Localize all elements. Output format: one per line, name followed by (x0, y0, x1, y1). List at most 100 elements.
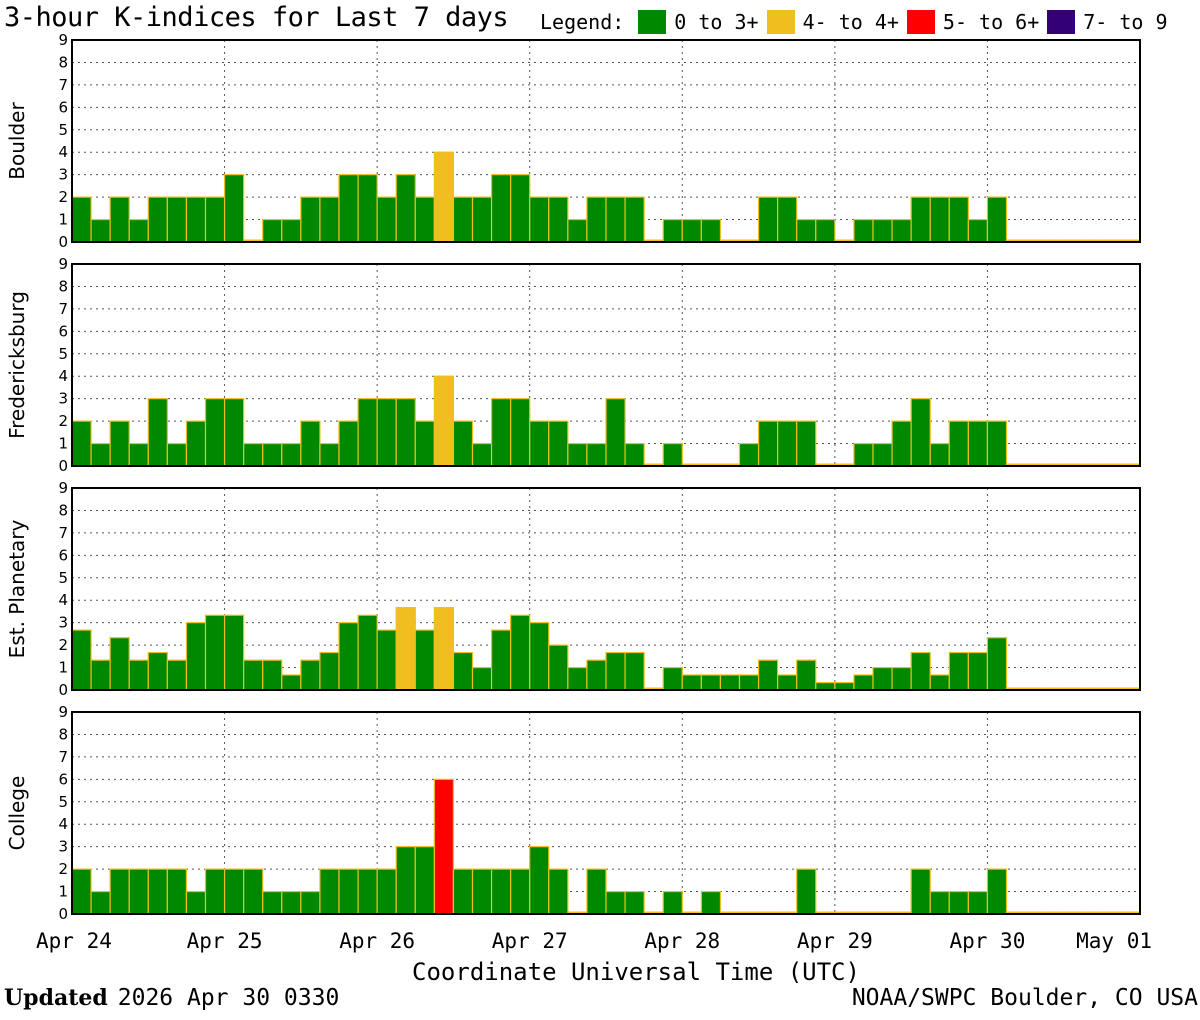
k-index-bar (204, 398, 226, 467)
k-index-bar (815, 218, 836, 243)
k-index-bar (243, 659, 264, 691)
k-index-bar (490, 629, 512, 691)
k-index-bar (319, 196, 340, 243)
y-tick-label: 1 (58, 211, 68, 229)
k-index-bar (624, 890, 645, 915)
x-axis-title: Coordinate Universal Time (UTC) (412, 958, 860, 985)
k-index-bar (471, 196, 493, 243)
k-index-bar (376, 398, 397, 467)
k-index-bar (128, 218, 149, 243)
y-tick-label: 0 (58, 681, 68, 699)
k-index-bar (662, 442, 683, 467)
k-index-bar (147, 398, 168, 467)
k-index-bar (796, 868, 817, 915)
y-tick-label: 3 (58, 166, 68, 184)
y-tick-label: 1 (58, 883, 68, 901)
k-index-bar (605, 196, 626, 243)
y-tick-label: 4 (58, 591, 68, 609)
k-index-bar (71, 868, 92, 915)
k-index-bar (796, 659, 817, 691)
k-index-bar (777, 196, 798, 243)
k-index-bar (262, 890, 283, 915)
k-index-bar (967, 890, 989, 915)
y-tick-label: 9 (58, 255, 68, 273)
k-index-bar (757, 420, 779, 467)
k-index-bar (395, 174, 416, 243)
k-index-bar (376, 868, 397, 915)
k-index-bar (223, 398, 245, 467)
k-index-bar (796, 218, 817, 243)
k-index-bar (948, 890, 969, 915)
k-index-bar (948, 196, 969, 243)
k-index-bar (872, 218, 893, 243)
k-index-bar (223, 174, 245, 243)
k-index-bar (90, 890, 111, 915)
k-index-bar (166, 442, 188, 467)
k-index-bar (452, 420, 474, 467)
y-tick-label: 4 (58, 143, 68, 161)
k-index-bar (586, 868, 607, 915)
k-index-bar (414, 629, 435, 691)
y-tick-label: 7 (58, 524, 68, 542)
k-index-bar (71, 196, 92, 243)
k-index-bar (986, 637, 1008, 691)
k-index-bar (796, 420, 817, 467)
k-index-bar (510, 174, 531, 243)
y-tick-label: 3 (58, 838, 68, 856)
k-index-bar (243, 442, 264, 467)
x-tick-label: Apr 25 (187, 929, 263, 953)
k-index-bar (738, 674, 760, 691)
k-index-bar (929, 196, 950, 243)
k-index-bar (586, 442, 607, 467)
source-credit: NOAA/SWPC Boulder, CO USA (851, 985, 1198, 1011)
legend-item-4-to-4: 4- to 4+ (766, 10, 899, 34)
k-index-bar (357, 868, 378, 915)
k-index-bar (815, 681, 836, 691)
k-index-bar (853, 218, 874, 243)
k-index-bar (471, 666, 493, 691)
k-index-bar (510, 614, 531, 691)
k-index-bar (414, 196, 435, 243)
k-index-bar (281, 442, 302, 467)
k-index-bar (662, 666, 683, 691)
k-index-bar (90, 659, 111, 691)
k-index-bar (300, 420, 321, 467)
k-index-bar (147, 868, 168, 915)
k-index-bar (910, 398, 931, 467)
k-index-bar (90, 218, 111, 243)
k-index-bar (567, 218, 588, 243)
k-index-bar (414, 420, 435, 467)
k-index-bar (757, 659, 779, 691)
k-index-bar (319, 651, 340, 691)
y-tick-label: 0 (58, 457, 68, 475)
k-index-bar (90, 442, 111, 467)
k-index-bar (700, 674, 722, 691)
k-index-bar (243, 868, 264, 915)
k-index-bar (109, 868, 130, 915)
k-index-bar (433, 778, 455, 915)
k-index-bar (471, 868, 493, 915)
k-index-bar (605, 651, 626, 691)
y-tick-label: 6 (58, 546, 68, 564)
k-index-bar (185, 622, 207, 691)
k-index-bar (548, 644, 569, 691)
k-index-bar (529, 846, 550, 915)
y-tick-label: 7 (58, 748, 68, 766)
k-index-bar (433, 375, 455, 467)
y-tick-label: 3 (58, 390, 68, 408)
k-index-bar (147, 196, 168, 243)
k-index-bar (967, 651, 989, 691)
y-tick-label: 2 (58, 188, 68, 206)
k-index-bar (567, 666, 588, 691)
k-index-bar (986, 196, 1008, 243)
k-index-bar (185, 196, 207, 243)
k-index-bar (510, 868, 531, 915)
x-tick-label: Apr 24 (36, 929, 112, 953)
k-index-bar (929, 674, 950, 691)
panel-frame (71, 263, 1141, 467)
k-index-bar (319, 868, 340, 915)
y-tick-label: 5 (58, 793, 68, 811)
k-index-bar (166, 196, 188, 243)
k-index-bar (929, 890, 950, 915)
panel-label: Est. Planetary (5, 520, 29, 659)
